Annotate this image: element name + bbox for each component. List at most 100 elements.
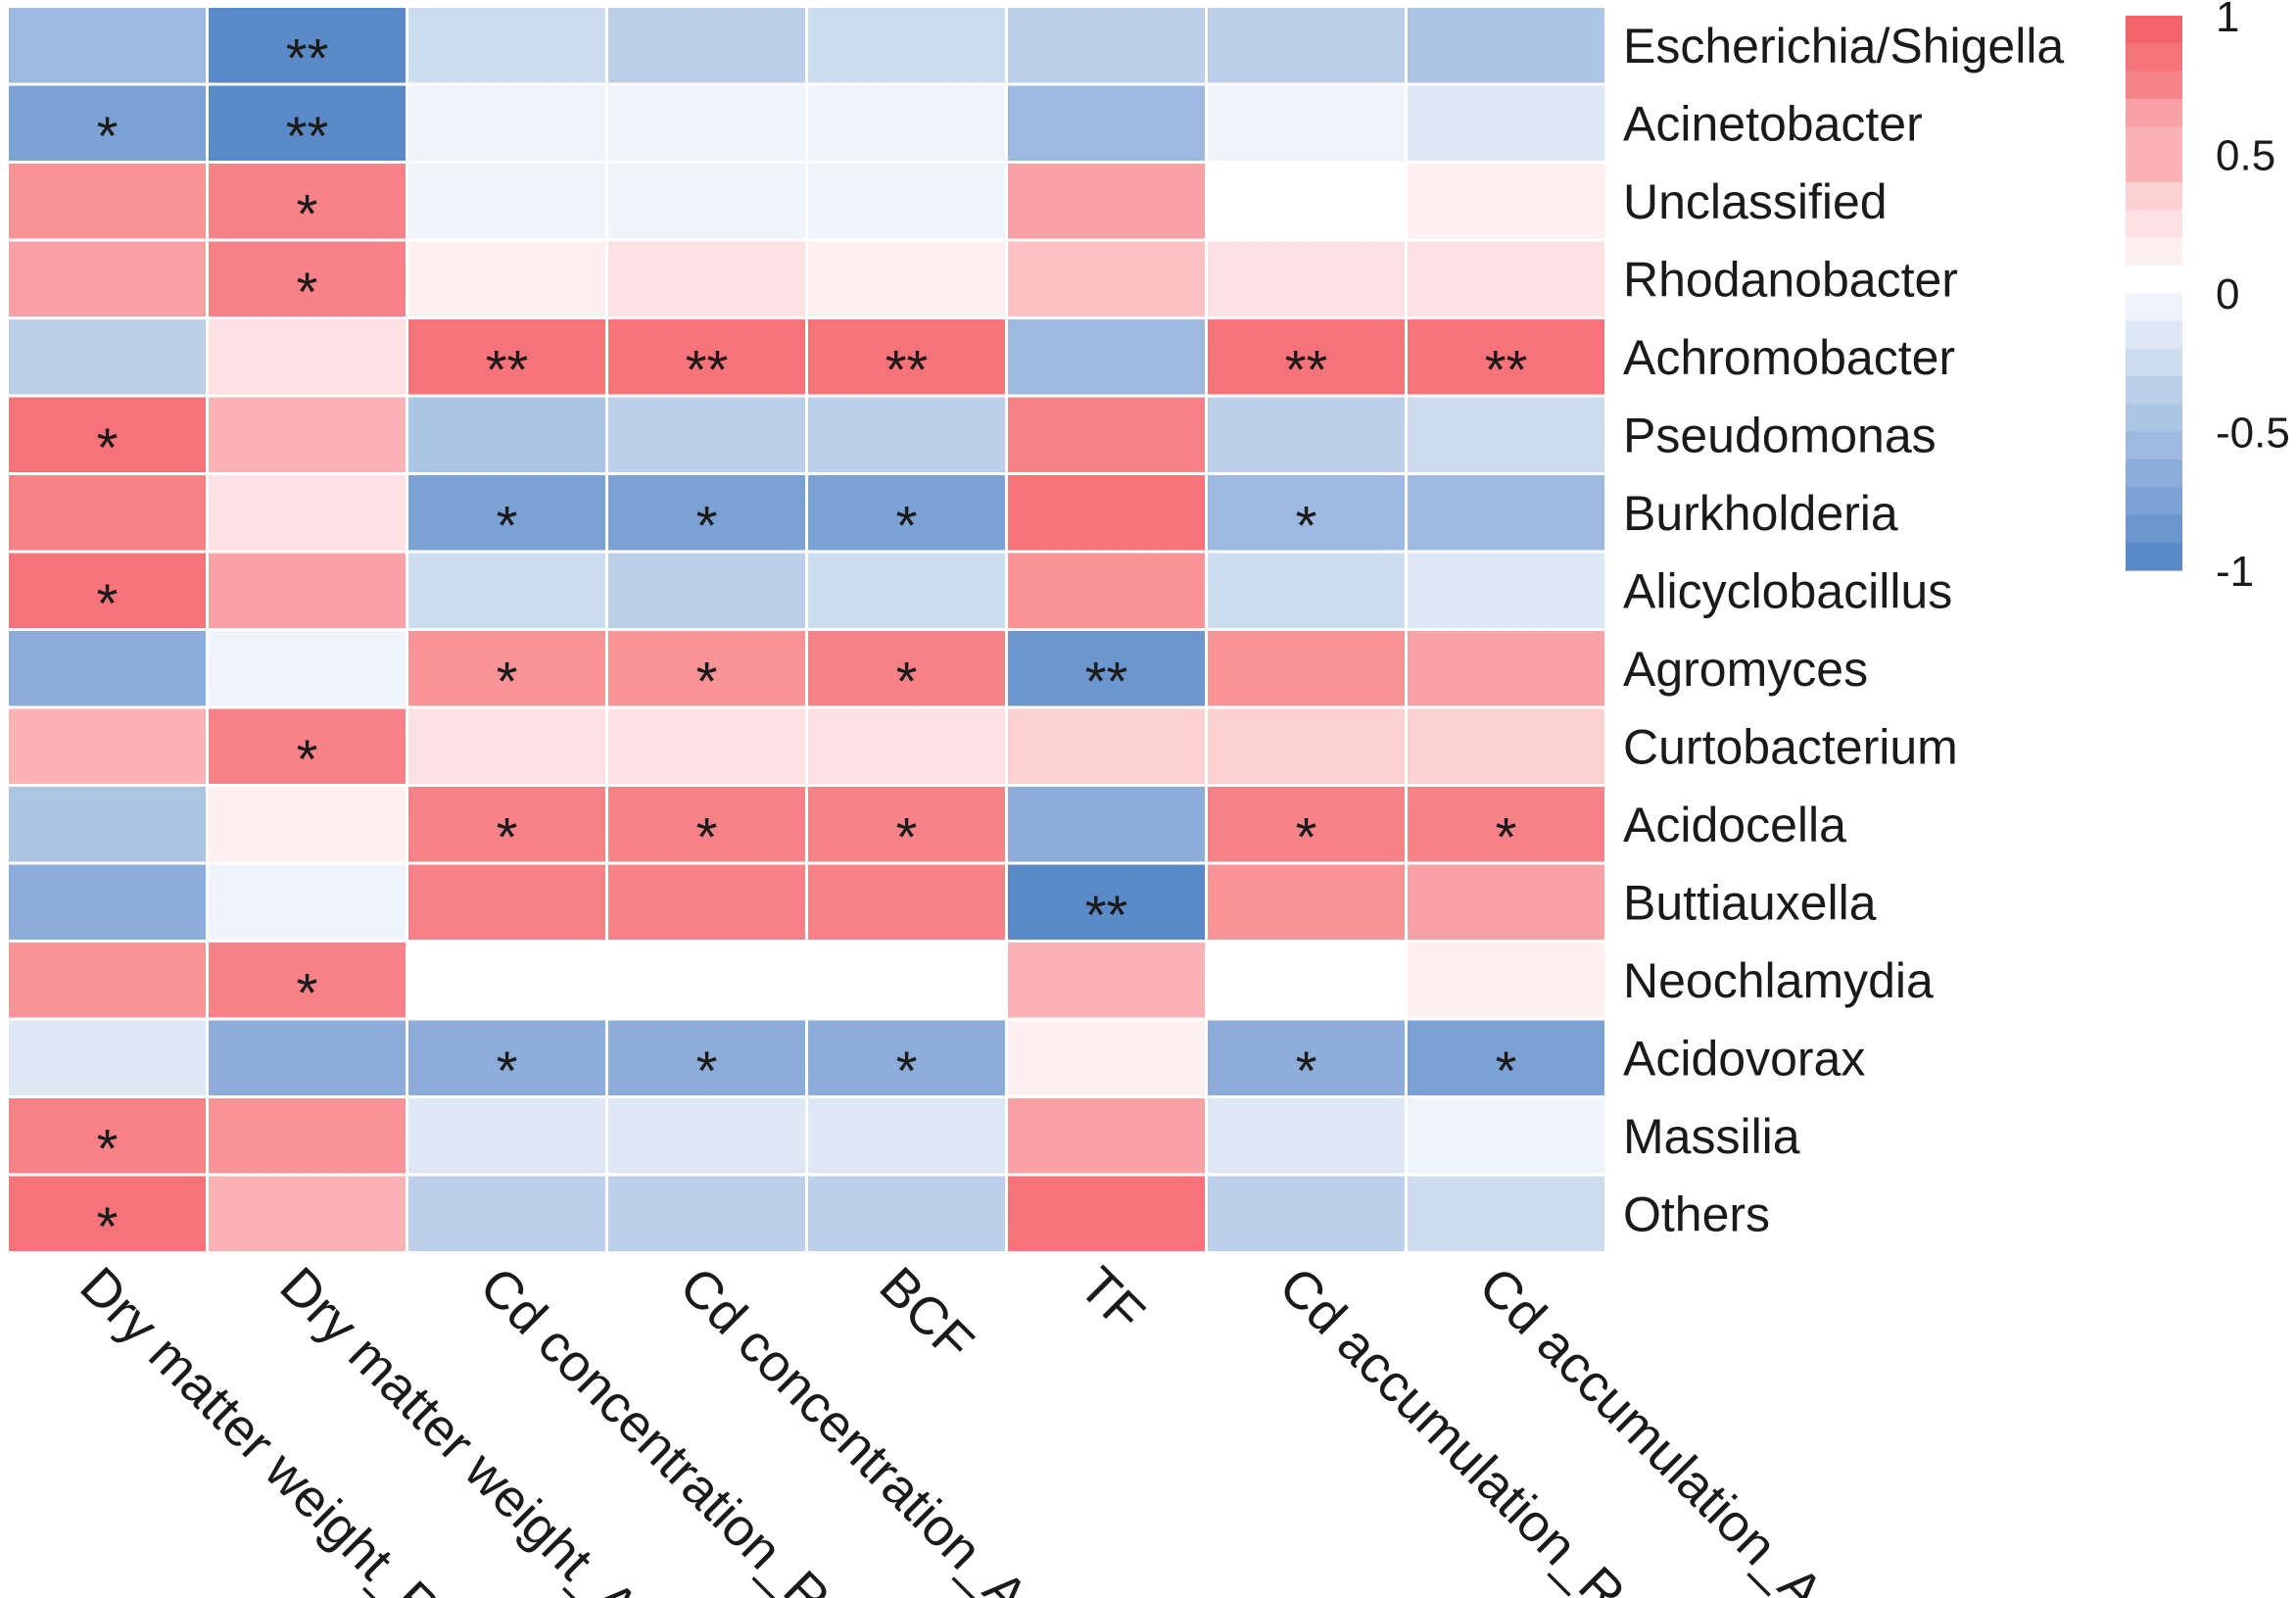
significance-marker: ** — [286, 105, 329, 167]
heatmap-cell — [608, 8, 805, 83]
heatmap-cell — [1408, 787, 1604, 862]
row-label: Acidovorax — [1623, 1031, 1865, 1086]
legend-swatch — [2126, 43, 2182, 73]
heatmap-cell — [1208, 1098, 1405, 1174]
row-label: Rhodanobacter — [1623, 252, 1958, 307]
legend-swatch — [2126, 265, 2182, 294]
heatmap-cell — [408, 475, 605, 551]
heatmap-cell — [209, 475, 406, 551]
heatmap-cell — [9, 943, 206, 1018]
heatmap-cell — [9, 397, 206, 472]
significance-marker: * — [896, 494, 918, 556]
significance-marker: * — [97, 572, 119, 634]
significance-marker: * — [297, 961, 318, 1023]
significance-marker: ** — [1285, 338, 1328, 400]
column-label: TF — [1069, 1256, 1156, 1343]
heatmap-cell — [9, 164, 206, 239]
legend-swatch — [2126, 320, 2182, 350]
heatmap-cell — [1008, 8, 1205, 83]
heatmap-cell — [209, 1176, 406, 1251]
legend-swatch — [2126, 542, 2182, 571]
legend-swatch — [2126, 431, 2182, 460]
heatmap-cell — [608, 475, 805, 551]
heatmap-cell — [1008, 397, 1205, 472]
heatmap-cell — [1208, 8, 1405, 83]
significance-marker: * — [97, 1117, 119, 1179]
color-legend: 1 0.5 0 -0.5 -1 — [2126, 0, 2290, 596]
significance-marker: * — [497, 1040, 518, 1101]
legend-swatch — [2126, 348, 2182, 377]
legend-tick-label: -1 — [2216, 548, 2254, 596]
row-label: Burkholderia — [1623, 486, 1898, 541]
significance-marker: * — [97, 416, 119, 478]
significance-marker: * — [896, 1040, 918, 1101]
legend-tick-label: 1 — [2216, 0, 2239, 41]
heatmap-cell — [1208, 943, 1405, 1018]
heatmap-cell — [1008, 553, 1205, 628]
heatmap-cell — [209, 708, 406, 784]
significance-marker: * — [696, 494, 718, 556]
legend-swatch — [2126, 404, 2182, 433]
heatmap-cell — [1208, 164, 1405, 239]
heatmap-cell — [408, 787, 605, 862]
heatmap-cell — [1208, 864, 1405, 940]
row-label: Unclassified — [1623, 174, 1888, 229]
heatmap-cell — [408, 864, 605, 940]
heatmap-cell — [1408, 943, 1604, 1018]
legend-swatch — [2126, 487, 2182, 515]
heatmap-cell — [1008, 1020, 1205, 1095]
row-label: Massilia — [1623, 1109, 1800, 1164]
heatmap-cell — [808, 787, 1005, 862]
significance-marker: * — [297, 182, 318, 244]
heatmap-cell — [1208, 787, 1405, 862]
significance-marker: ** — [286, 26, 329, 88]
heatmap-cell — [408, 1020, 605, 1095]
heatmap-cell — [808, 631, 1005, 706]
heatmap-cell — [1408, 319, 1604, 395]
heatmap-cell — [1008, 475, 1205, 551]
heatmap-cell — [209, 943, 406, 1018]
heatmap-cell — [608, 1020, 805, 1095]
heatmap-cell — [1408, 8, 1604, 83]
significance-marker: * — [297, 728, 318, 790]
significance-marker: ** — [686, 338, 729, 400]
heatmap-cell — [1008, 319, 1205, 395]
heatmap-cell — [9, 1020, 206, 1095]
row-label: Pseudomonas — [1623, 408, 1937, 462]
heatmap-cell — [1208, 475, 1405, 551]
significance-marker: * — [1296, 805, 1317, 867]
column-label: Dry matter weight_R — [70, 1256, 452, 1598]
heatmap-cell — [1408, 553, 1604, 628]
heatmap-cell — [9, 631, 206, 706]
heatmap-cell — [1208, 1176, 1405, 1251]
legend-swatch — [2126, 126, 2182, 156]
heatmap-cell — [1408, 164, 1604, 239]
legend-tick-label: 0.5 — [2216, 132, 2275, 180]
heatmap-cell — [408, 943, 605, 1018]
heatmap-cell — [9, 475, 206, 551]
heatmap-cell — [608, 864, 805, 940]
heatmap-cell — [209, 164, 406, 239]
legend-tick-label: -0.5 — [2216, 410, 2290, 458]
heatmap-cell — [1208, 708, 1405, 784]
heatmap-cell — [808, 553, 1005, 628]
row-label: Neochlamydia — [1623, 953, 1934, 1008]
heatmap-cell — [1208, 241, 1405, 316]
heatmap-cell — [808, 1098, 1005, 1174]
heatmap-cell — [408, 631, 605, 706]
heatmap-cell — [9, 787, 206, 862]
row-label: Acidocella — [1623, 798, 1846, 852]
significance-marker: * — [696, 1040, 718, 1101]
heatmap-cell — [808, 319, 1005, 395]
legend-swatch — [2126, 293, 2182, 321]
row-label: Buttiauxella — [1623, 875, 1877, 930]
heatmap-cell — [209, 319, 406, 395]
heatmap-cell — [808, 708, 1005, 784]
heatmap-cell — [1008, 943, 1205, 1018]
row-label: Curtobacterium — [1623, 719, 1958, 774]
legend-swatch — [2126, 237, 2182, 266]
legend-swatch — [2126, 71, 2182, 100]
heatmap-cell — [808, 864, 1005, 940]
heatmap-cell — [1008, 1176, 1205, 1251]
